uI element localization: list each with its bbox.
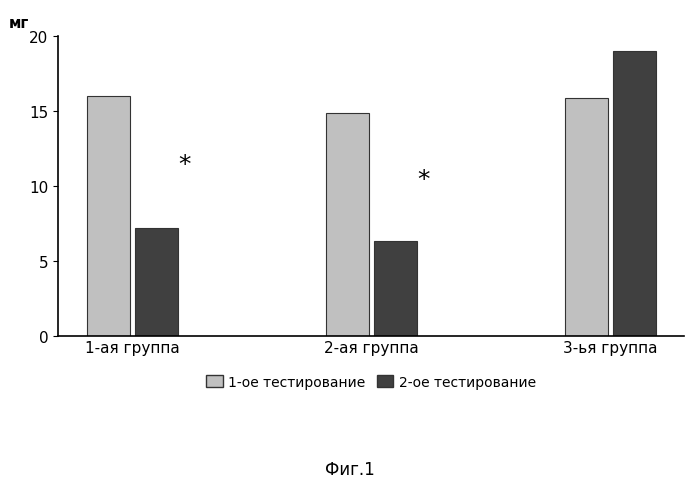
Bar [135, 228, 178, 336]
Text: мг: мг [8, 16, 29, 31]
Bar [565, 99, 607, 336]
Legend: 1-ое тестирование, 2-ое тестирование: 1-ое тестирование, 2-ое тестирование [201, 370, 542, 394]
Text: *: * [178, 152, 191, 176]
Bar [87, 97, 130, 336]
Bar [326, 114, 369, 336]
Bar [612, 52, 656, 336]
Bar [373, 242, 417, 336]
Text: Фиг.1: Фиг.1 [324, 460, 375, 478]
Text: *: * [417, 167, 430, 191]
